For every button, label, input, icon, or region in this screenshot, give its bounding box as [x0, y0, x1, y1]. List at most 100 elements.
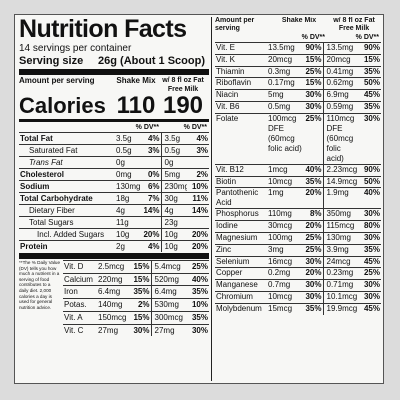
amount-shake-mix: 0.2mg — [267, 267, 303, 280]
dv-shake-mix: 30% — [303, 279, 323, 292]
nutrient-name: Protein — [19, 240, 115, 252]
amount-shake-mix: 11g — [115, 216, 141, 229]
dv-shake-mix: 20% — [303, 220, 323, 233]
table-row: Vit. C 27mg 30% 27mg 30% — [63, 323, 209, 337]
amount-shake-mix: 0.17mg — [267, 77, 303, 90]
dv-shake-mix: 15% — [131, 310, 151, 325]
amount-with-milk: 10g — [160, 228, 187, 241]
dv-with-milk: 20% — [187, 240, 209, 252]
dv-shake-mix: 20% — [303, 267, 323, 280]
amount-with-milk: 4g — [160, 204, 187, 217]
nutrient-name: Folate — [215, 112, 267, 165]
table-row: Biotin 10mcg 35% 14.9mcg 50% — [215, 175, 381, 188]
dv-shake-mix: 90% — [303, 42, 323, 55]
nutrient-name: Saturated Fat — [19, 144, 115, 157]
label-title: Nutrition Facts — [19, 17, 187, 43]
dv-header: % DV** % DV** — [19, 123, 209, 132]
amount-with-milk: 0.71mg — [322, 279, 359, 292]
shake-mix-header: Shake Mix — [116, 76, 156, 85]
dv-shake-mix: 7% — [141, 192, 161, 205]
dv-shake-mix — [141, 216, 161, 229]
table-row: Total Sugars 11g 23g — [19, 216, 209, 229]
nutrition-right-column: Amount per serving Shake Mix w/ 8 fl oz … — [215, 17, 381, 381]
calories-header: Amount per serving Shake Mix w/ 8 fl oz … — [19, 76, 209, 94]
dv-with-milk: 30% — [359, 208, 381, 221]
nutrient-name: Magnesium — [215, 231, 267, 245]
dv-shake-mix: 35% — [303, 302, 323, 315]
amount-shake-mix: 13.5mg — [267, 42, 303, 55]
nutrient-name: Copper — [215, 267, 267, 280]
amount-shake-mix: 15mcg — [267, 302, 303, 315]
dv-shake-mix: 35% — [303, 175, 323, 188]
nutrient-name: Vit. K — [215, 53, 267, 67]
amount-shake-mix: 0.3mg — [267, 65, 303, 78]
nutrient-name: Sodium — [19, 180, 115, 193]
dv-shake-mix: 30% — [303, 290, 323, 304]
with-milk-header: w/ 8 fl oz Fat Free Milk — [162, 77, 204, 93]
table-row: Dietary Fiber 4g 14% 4g 14% — [19, 204, 209, 217]
dv-shake-mix: 30% — [303, 89, 323, 102]
calories-shake-mix: 110 — [116, 92, 156, 119]
nutrient-name: Pantothenic Acid — [215, 187, 267, 209]
dv-with-milk: 45% — [359, 302, 381, 315]
nutrient-name: Niacin — [215, 89, 267, 102]
dv-with-milk: 35% — [185, 285, 209, 299]
dv-with-milk: 40% — [185, 272, 209, 286]
amount-with-milk: 27mg — [150, 323, 185, 337]
dv-shake-mix: 15% — [131, 260, 151, 274]
nutrition-label: Nutrition Facts 14 servings per containe… — [14, 14, 384, 384]
table-row: Chromium 10mcg 30% 10.1mcg 30% — [215, 290, 381, 304]
dv-with-milk: 50% — [359, 175, 381, 188]
dv-shake-mix: 30% — [131, 323, 151, 337]
divider-thick-bottom — [19, 253, 209, 259]
dv-shake-mix: 15% — [131, 272, 151, 286]
table-row: Phosphorus 110mg 8% 350mg 30% — [215, 208, 381, 221]
table-row: Vit. B6 0.5mg 30% 0.59mg 35% — [215, 100, 381, 114]
amount-with-milk: 300mcg — [150, 310, 185, 325]
divider-thick — [19, 69, 209, 75]
amount-shake-mix: 30mcg — [267, 220, 303, 233]
amount-with-milk: 2.23mcg — [322, 163, 359, 177]
vitamin-table-right: Vit. E 13.5mg 90% 13.5mg 90% Vit. K 20mcg 15% 20… — [215, 42, 381, 315]
amount-shake-mix: 0mg — [115, 168, 141, 181]
nutrient-name: Vit. C — [63, 323, 97, 337]
nutrient-name: Calcium — [63, 272, 97, 286]
dv-with-milk: 35% — [359, 100, 381, 114]
dv-shake-mix: 25% — [303, 112, 323, 165]
dv-shake-mix: 15% — [303, 53, 323, 67]
dv-shake-mix: 4% — [141, 132, 161, 145]
amount-with-milk: 5mg — [160, 168, 187, 181]
dv-shake-mix: 30% — [303, 100, 323, 114]
amount-shake-mix: 18g — [115, 192, 141, 205]
dv-with-milk: 10% — [187, 180, 209, 193]
dv-with-milk: 10% — [185, 298, 209, 312]
dv-with-milk: 30% — [359, 279, 381, 292]
dv-with-milk: 14% — [187, 204, 209, 217]
dv-with-milk: 4% — [187, 132, 209, 145]
amount-with-milk: 14.9mcg — [322, 175, 359, 188]
table-row: Protein 2g 4% 10g 20% — [19, 240, 209, 252]
right-with-milk-header: w/ 8 fl oz Fat Free Milk — [333, 17, 375, 32]
table-row: Vit. E 13.5mg 90% 13.5mg 90% — [215, 42, 381, 55]
nutrient-name: Thiamin — [215, 65, 267, 78]
amount-shake-mix: 150mcg — [97, 310, 131, 325]
amount-with-milk: 3.9mg — [322, 243, 359, 257]
dv-with-milk: 50% — [359, 77, 381, 90]
amount-with-milk: 0.5g — [160, 144, 187, 157]
amount-with-milk: 10.1mcg — [322, 290, 359, 304]
amount-shake-mix: 10mcg — [267, 175, 303, 188]
amount-shake-mix: 16mcg — [267, 255, 303, 268]
table-row: Riboflavin 0.17mg 15% 0.62mg 50% — [215, 77, 381, 90]
table-row: Zinc 3mg 25% 3.9mg 35% — [215, 243, 381, 257]
table-row: Vit. B12 1mcg 40% 2.23mcg 90% — [215, 163, 381, 177]
amount-with-milk: 3.5g — [160, 132, 187, 145]
table-row: Vit. D 2.5mcg 15% 5.4mcg 25% — [63, 260, 209, 274]
amount-shake-mix: 130mg — [115, 180, 141, 193]
amount-with-milk: 530mg — [150, 298, 185, 312]
nutrient-name: Zinc — [215, 243, 267, 257]
nutrient-name: Total Carbohydrate — [19, 192, 115, 205]
dv-with-milk — [187, 216, 209, 229]
amount-shake-mix: 2g — [115, 240, 141, 252]
table-row: Total Carbohydrate 18g 7% 30g 11% — [19, 192, 209, 205]
amount-shake-mix: 0.5mg — [267, 100, 303, 114]
